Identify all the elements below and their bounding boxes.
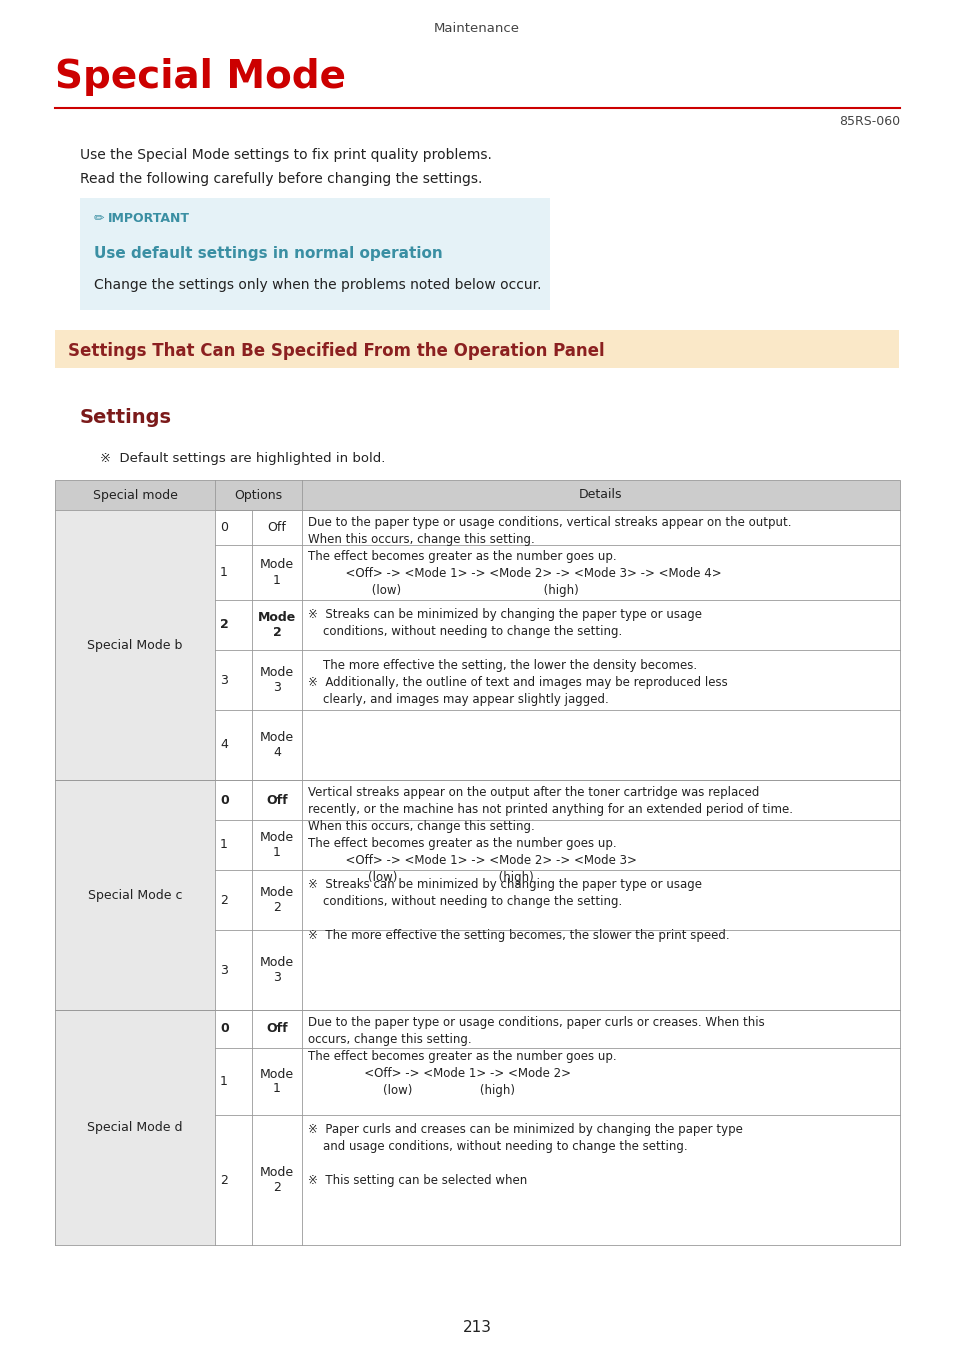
Bar [55,780,214,1010]
Text: ✏: ✏ [94,212,105,225]
Text: Use default settings in normal operation: Use default settings in normal operation [94,246,442,261]
Text: Off: Off [266,1022,288,1035]
Text: Use the Special Mode settings to fix print quality problems.: Use the Special Mode settings to fix pri… [80,148,492,162]
Text: 213: 213 [462,1320,491,1335]
Text: 0: 0 [220,521,228,535]
Bar [55,510,214,780]
Text: Settings: Settings [80,408,172,427]
Text: Maintenance: Maintenance [434,22,519,35]
Text: ※  Streaks can be minimized by changing the paper type or usage
    conditions, : ※ Streaks can be minimized by changing t… [308,608,727,706]
Text: Details: Details [578,489,622,501]
Text: Special Mode: Special Mode [55,58,346,96]
Bar [55,481,899,510]
Bar [55,1010,214,1245]
Text: Special mode: Special mode [92,489,177,501]
Text: Off: Off [266,794,288,806]
Text: Options: Options [234,489,282,501]
Bar [55,329,898,369]
Text: Special Mode c: Special Mode c [88,888,182,902]
Text: Special Mode b: Special Mode b [88,639,182,652]
Text: 2: 2 [220,894,228,906]
Text: Settings That Can Be Specified From the Operation Panel: Settings That Can Be Specified From the … [68,342,604,360]
Text: Mode
1: Mode 1 [259,832,294,859]
Text: Mode
1: Mode 1 [259,559,294,586]
Text: 2: 2 [220,618,229,632]
Text: ※  Streaks can be minimized by changing the paper type or usage
    conditions, : ※ Streaks can be minimized by changing t… [308,878,729,942]
Bar [80,198,550,310]
Text: 3: 3 [220,964,228,976]
Text: 1: 1 [220,566,228,579]
Text: Mode
2: Mode 2 [259,886,294,914]
Text: ※  Default settings are highlighted in bold.: ※ Default settings are highlighted in bo… [100,452,385,464]
Text: Special Mode d: Special Mode d [87,1120,183,1134]
Text: 1: 1 [220,838,228,852]
Text: Change the settings only when the problems noted below occur.: Change the settings only when the proble… [94,278,541,292]
Text: Due to the paper type or usage conditions, paper curls or creases. When this
occ: Due to the paper type or usage condition… [308,1017,764,1098]
Text: Due to the paper type or usage conditions, vertical streaks appear on the output: Due to the paper type or usage condition… [308,516,791,597]
Text: ※  Paper curls and creases can be minimized by changing the paper type
    and u: ※ Paper curls and creases can be minimiz… [308,1123,742,1187]
Text: 0: 0 [220,794,229,806]
Text: 0: 0 [220,1022,229,1035]
Text: 85RS-060: 85RS-060 [838,115,899,128]
Text: 1: 1 [220,1075,228,1088]
Text: Mode
1: Mode 1 [259,1068,294,1095]
Text: 4: 4 [220,738,228,752]
Text: Mode
2: Mode 2 [257,612,295,639]
Text: Read the following carefully before changing the settings.: Read the following carefully before chan… [80,171,482,186]
Text: Mode
2: Mode 2 [259,1166,294,1193]
Text: Mode
4: Mode 4 [259,730,294,759]
Text: 2: 2 [220,1173,228,1187]
Text: IMPORTANT: IMPORTANT [108,212,190,225]
Text: Mode
3: Mode 3 [259,666,294,694]
Text: 3: 3 [220,674,228,687]
Text: Mode
3: Mode 3 [259,956,294,984]
Text: Vertical streaks appear on the output after the toner cartridge was replaced
rec: Vertical streaks appear on the output af… [308,786,792,884]
Text: Off: Off [267,521,286,535]
